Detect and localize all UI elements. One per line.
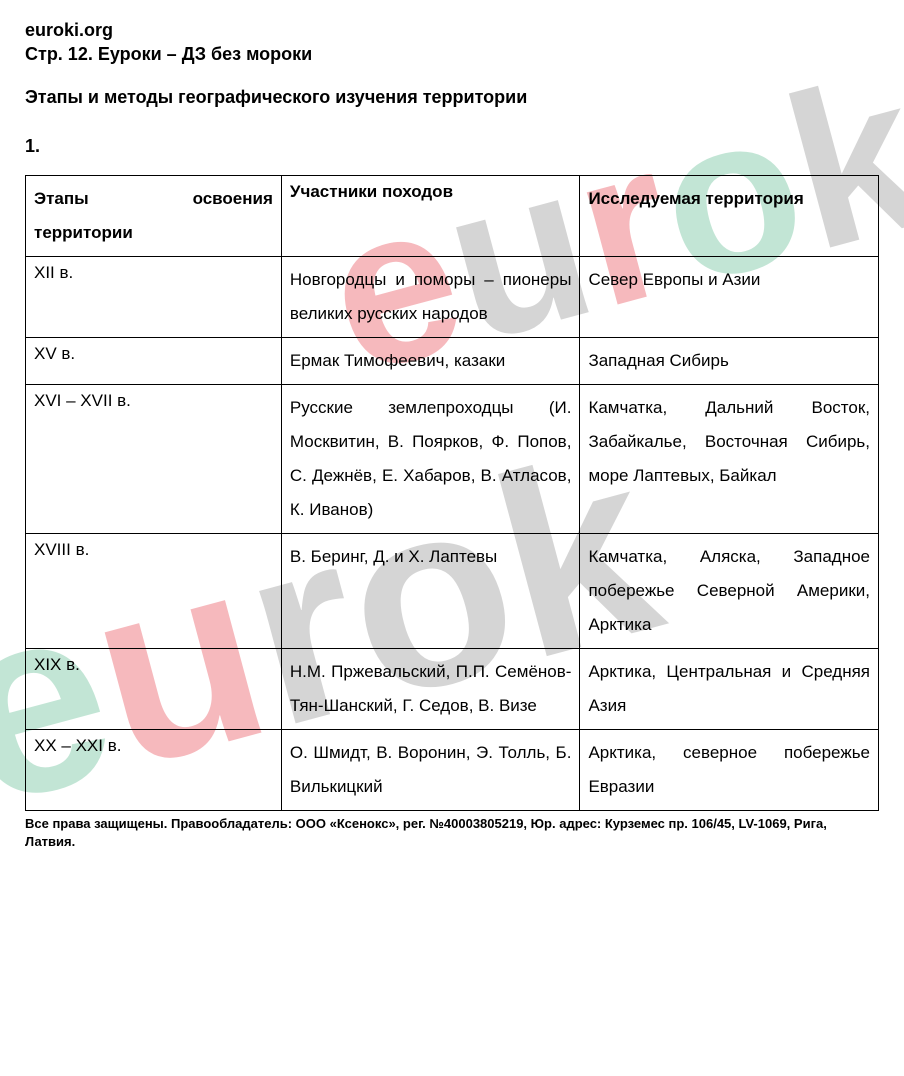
cell-period: XVIII в. (26, 534, 282, 649)
site-name: euroki.org (25, 20, 879, 41)
table-row: XVI – XVII в. Русские землепроходцы (И. … (26, 385, 879, 534)
cell-territory: Западная Сибирь (580, 338, 879, 385)
table-header-row: Этапы освоения территории Участники похо… (26, 176, 879, 257)
cell-period: XV в. (26, 338, 282, 385)
page-reference: Стр. 12. Еуроки – ДЗ без мороки (25, 44, 879, 65)
footer-copyright: Все права защищены. Правообладатель: ООО… (25, 815, 879, 851)
table-row: XVIII в. В. Беринг, Д. и Х. Лаптевы Камч… (26, 534, 879, 649)
cell-period: XVI – XVII в. (26, 385, 282, 534)
table-row: XV в. Ермак Тимофеевич, казаки Западная … (26, 338, 879, 385)
cell-participants: О. Шмидт, В. Воронин, Э. Толль, Б. Вильк… (281, 730, 580, 811)
cell-territory: Север Европы и Азии (580, 257, 879, 338)
table-row: XX – XXI в. О. Шмидт, В. Воронин, Э. Тол… (26, 730, 879, 811)
cell-participants: В. Беринг, Д. и Х. Лаптевы (281, 534, 580, 649)
geography-table: Этапы освоения территории Участники похо… (25, 175, 879, 811)
cell-participants: Н.М. Пржевальский, П.П. Семёнов-Тян-Шанс… (281, 649, 580, 730)
cell-territory: Арктика, северное побережье Евразии (580, 730, 879, 811)
cell-period: XX – XXI в. (26, 730, 282, 811)
cell-territory: Камчатка, Аляска, Западное побережье Сев… (580, 534, 879, 649)
cell-participants: Русские землепроходцы (И. Москвитин, В. … (281, 385, 580, 534)
col-header-participants: Участники походов (281, 176, 580, 257)
cell-period: XIX в. (26, 649, 282, 730)
page-content: euroki.org Стр. 12. Еуроки – ДЗ без моро… (25, 20, 879, 851)
table-row: XII в. Новгородцы и поморы – пионеры вел… (26, 257, 879, 338)
question-number: 1. (25, 136, 879, 157)
cell-period: XII в. (26, 257, 282, 338)
cell-participants: Ермак Тимофеевич, казаки (281, 338, 580, 385)
page-title: Этапы и методы географического изучения … (25, 87, 879, 108)
col-header-territory: Исследуемая территория (580, 176, 879, 257)
table-row: XIX в. Н.М. Пржевальский, П.П. Семёнов-Т… (26, 649, 879, 730)
cell-participants: Новгородцы и поморы – пионеры великих ру… (281, 257, 580, 338)
cell-territory: Камчатка, Дальний Восток, Забайкалье, Во… (580, 385, 879, 534)
cell-territory: Арктика, Центральная и Средняя Азия (580, 649, 879, 730)
col-header-period: Этапы освоения территории (26, 176, 282, 257)
